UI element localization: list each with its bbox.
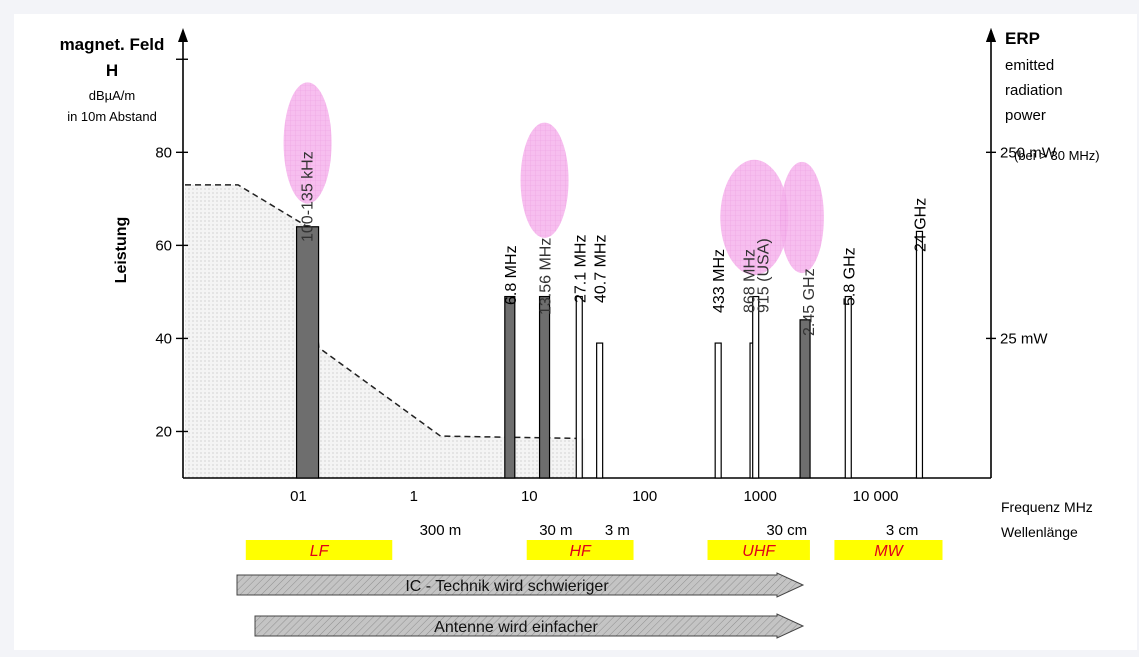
wavelength-label: 300 m (420, 522, 462, 539)
x-tick-label: 100 (632, 488, 657, 505)
trend-arrow (236, 572, 805, 598)
wavelength-label: 30 m (539, 522, 572, 539)
x-tick-label: 1 (410, 488, 418, 505)
bar-label: 915 (USA) (756, 238, 773, 313)
x-axis-label: Frequenz MHz (1001, 499, 1093, 515)
bar-label: 100-135 kHz (300, 151, 317, 242)
x-tick-label: 10 (521, 488, 538, 505)
bar-label: 5.8 GHz (841, 247, 858, 306)
left-axis-unit: dBµA/m (89, 88, 136, 103)
bar (752, 295, 760, 479)
left-axis-note: in 10m Abstand (67, 109, 157, 124)
highlight-ellipse (520, 122, 569, 238)
band-label: HF (569, 543, 592, 560)
bar-label: 24 GHz (913, 198, 930, 252)
y-tick-label: 80 (155, 144, 172, 161)
bar (596, 342, 604, 479)
left-axis-arrowhead (178, 28, 188, 42)
x-tick-label: 1000 (743, 488, 776, 505)
right-axis-subtitle-1: emitted (1005, 57, 1054, 74)
right-axis-subtitle-2: radiation (1005, 82, 1063, 99)
band-box (526, 540, 634, 560)
y-axis-label: Leistung (113, 217, 130, 284)
right-tick-label: 250 mW (1000, 144, 1057, 161)
erp-arrow-icon (986, 28, 996, 42)
wavelength-label: Wellenlänge (1001, 524, 1078, 540)
bar-label: 433 MHz (711, 249, 728, 313)
bar (844, 295, 852, 479)
wavelength-label: 3 m (605, 522, 630, 539)
right-axis-title: ERP (1005, 29, 1040, 48)
right-axis-note: (bei > 30 MHz) (1014, 148, 1100, 163)
bar-label: 13.56 MHz (538, 238, 555, 315)
left-axis-title: magnet. Feld (60, 35, 165, 54)
y-tick-label: 40 (155, 330, 172, 347)
x-tick-label: 10 000 (853, 488, 899, 505)
trend-arrow-label: Antenne wird einfacher (434, 619, 598, 636)
limit-area (185, 184, 585, 478)
wavelength-label: 3 cm (886, 522, 919, 539)
band-label: LF (310, 543, 330, 560)
y-tick-label: 60 (155, 237, 172, 254)
bar (799, 319, 811, 479)
band-label: MW (874, 543, 904, 560)
bar-label: 6.8 MHz (503, 245, 520, 305)
trend-arrow (254, 613, 805, 639)
x-tick-label: 01 (290, 488, 307, 505)
trend-arrow-label: IC - Technik wird schwieriger (405, 578, 609, 595)
band-box (707, 540, 810, 560)
right-axis-subtitle-3: power (1005, 107, 1046, 124)
band-box (245, 540, 393, 560)
bar (538, 295, 551, 479)
bar (575, 295, 583, 479)
bar (504, 295, 516, 479)
highlight-ellipse (720, 159, 789, 276)
bar (295, 226, 320, 479)
bar-label: 40.7 MHz (593, 235, 610, 303)
band-label: UHF (742, 543, 776, 560)
bar (714, 342, 722, 479)
highlight-ellipse (779, 161, 824, 274)
highlight-ellipse (283, 82, 332, 204)
right-tick-label: 25 mW (1000, 330, 1048, 347)
bar (915, 230, 924, 479)
bar-label: 27.1 MHz (572, 235, 589, 303)
band-box (834, 540, 943, 560)
wavelength-label: 30 cm (766, 522, 807, 539)
left-axis-symbol: H (106, 61, 118, 80)
y-tick-label: 20 (155, 423, 172, 440)
bar-label: 2.45 GHz (801, 268, 818, 336)
bar-label: 868 MHz (741, 249, 758, 313)
